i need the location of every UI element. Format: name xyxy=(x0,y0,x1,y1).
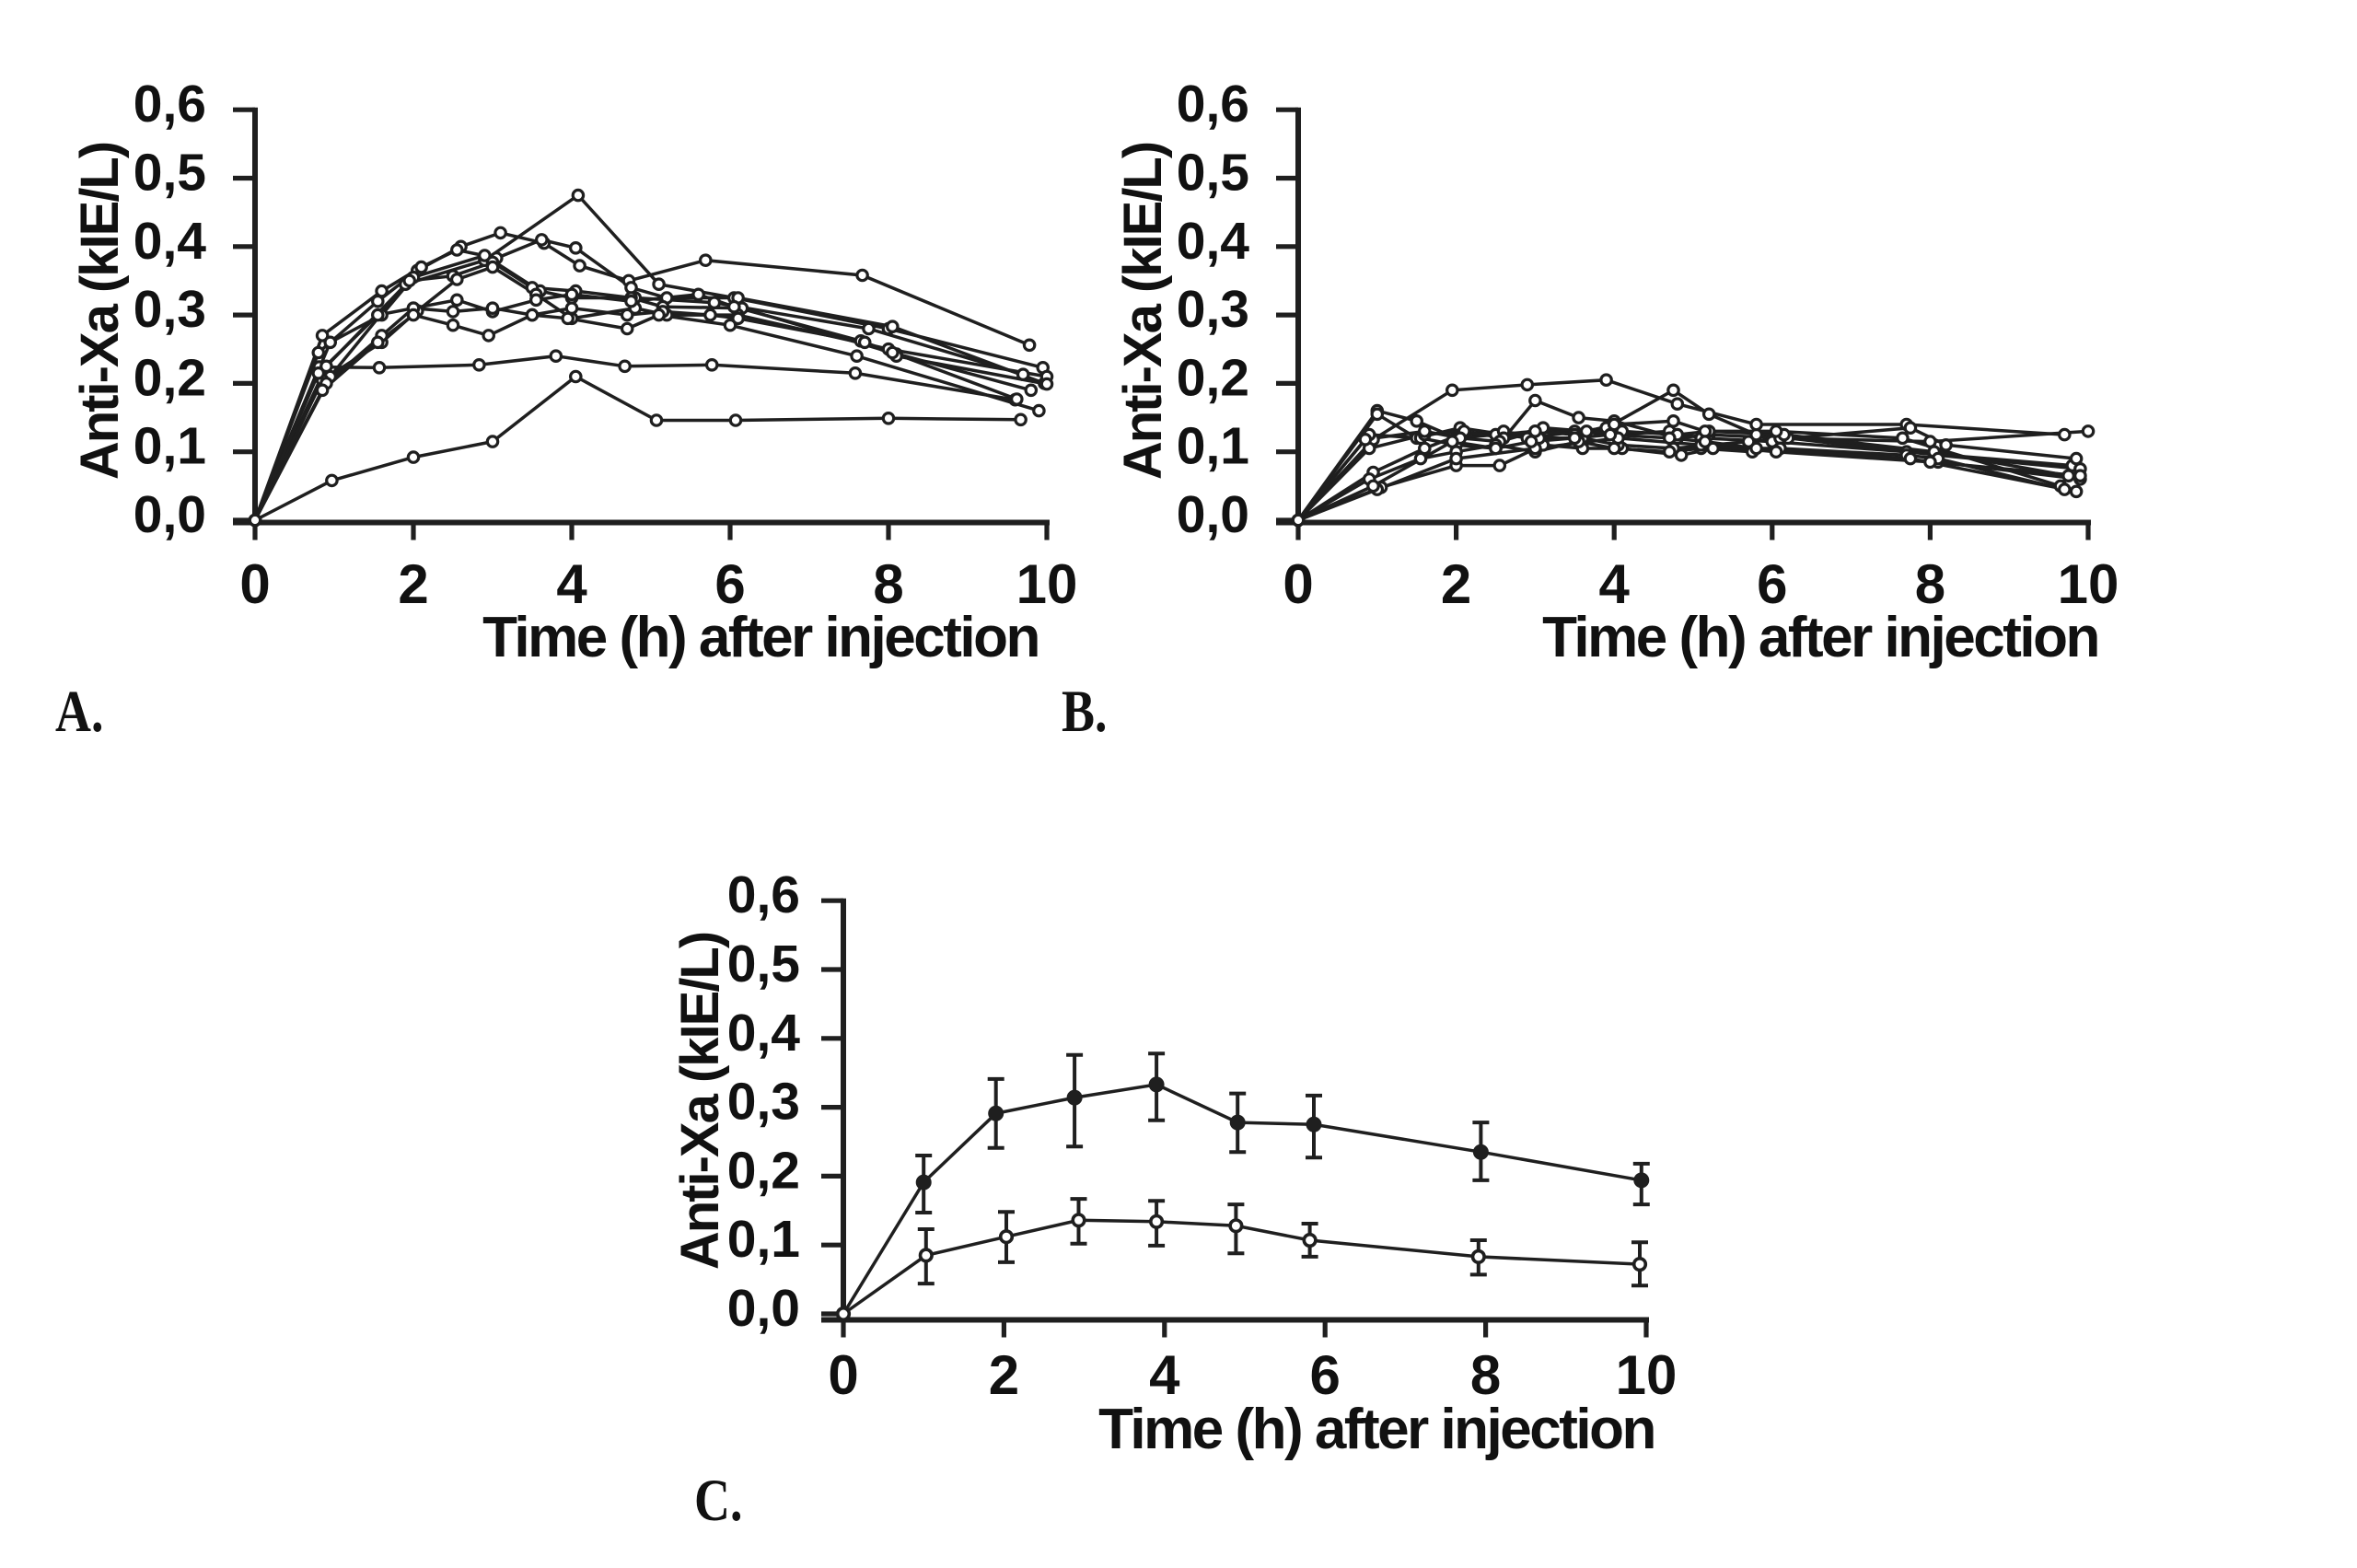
svg-text:0,4: 0,4 xyxy=(727,1004,801,1063)
svg-text:10: 10 xyxy=(2058,553,2119,615)
svg-text:0: 0 xyxy=(1283,553,1313,615)
svg-text:0,2: 0,2 xyxy=(727,1141,800,1200)
svg-text:8: 8 xyxy=(1470,1344,1501,1406)
svg-text:8: 8 xyxy=(873,553,903,615)
svg-text:0,3: 0,3 xyxy=(727,1073,800,1132)
svg-text:6: 6 xyxy=(1757,553,1787,615)
svg-text:Time (h) after injection: Time (h) after injection xyxy=(1098,1398,1655,1461)
svg-text:10: 10 xyxy=(1016,553,1078,615)
svg-text:6: 6 xyxy=(1310,1344,1341,1406)
svg-text:0: 0 xyxy=(828,1344,858,1406)
svg-text:0,3: 0,3 xyxy=(134,280,206,339)
svg-text:0,5: 0,5 xyxy=(1177,144,1249,203)
svg-text:C.: C. xyxy=(694,1467,742,1533)
svg-text:0,1: 0,1 xyxy=(134,417,206,476)
svg-text:0,5: 0,5 xyxy=(134,144,206,203)
svg-text:4: 4 xyxy=(1599,553,1631,615)
svg-text:4: 4 xyxy=(556,553,587,615)
svg-text:4: 4 xyxy=(1149,1344,1180,1406)
svg-text:Anti-Xa (kIE/L): Anti-Xa (kIE/L) xyxy=(1113,143,1173,480)
svg-text:A.: A. xyxy=(55,678,103,744)
svg-text:6: 6 xyxy=(714,553,745,615)
svg-text:8: 8 xyxy=(1915,553,1945,615)
svg-text:0,6: 0,6 xyxy=(727,865,800,924)
svg-text:10: 10 xyxy=(1616,1344,1678,1406)
svg-text:2: 2 xyxy=(1441,553,1471,615)
svg-text:B.: B. xyxy=(1062,678,1107,744)
svg-text:0,6: 0,6 xyxy=(1177,75,1249,134)
svg-text:0,3: 0,3 xyxy=(1177,280,1249,339)
svg-text:2: 2 xyxy=(398,553,428,615)
svg-text:Time (h) after injection: Time (h) after injection xyxy=(1542,606,2098,669)
svg-text:0,1: 0,1 xyxy=(1177,417,1249,476)
svg-text:0,1: 0,1 xyxy=(727,1210,800,1269)
svg-text:Anti-Xa (kIE/L): Anti-Xa (kIE/L) xyxy=(70,143,130,480)
svg-text:0,0: 0,0 xyxy=(134,485,206,544)
svg-text:0: 0 xyxy=(239,553,270,615)
svg-text:Anti-Xa (kIE/L): Anti-Xa (kIE/L) xyxy=(670,933,730,1270)
svg-text:0,5: 0,5 xyxy=(727,935,800,993)
svg-text:0,0: 0,0 xyxy=(1177,485,1249,544)
svg-text:0,4: 0,4 xyxy=(134,212,207,271)
svg-text:0,4: 0,4 xyxy=(1177,212,1250,271)
svg-text:0,2: 0,2 xyxy=(1177,348,1249,407)
svg-text:0,6: 0,6 xyxy=(134,75,206,134)
svg-text:2: 2 xyxy=(989,1344,1019,1406)
svg-text:0,2: 0,2 xyxy=(134,348,206,407)
svg-text:Time (h) after injection: Time (h) after injection xyxy=(482,606,1039,669)
svg-text:0,0: 0,0 xyxy=(727,1279,800,1338)
